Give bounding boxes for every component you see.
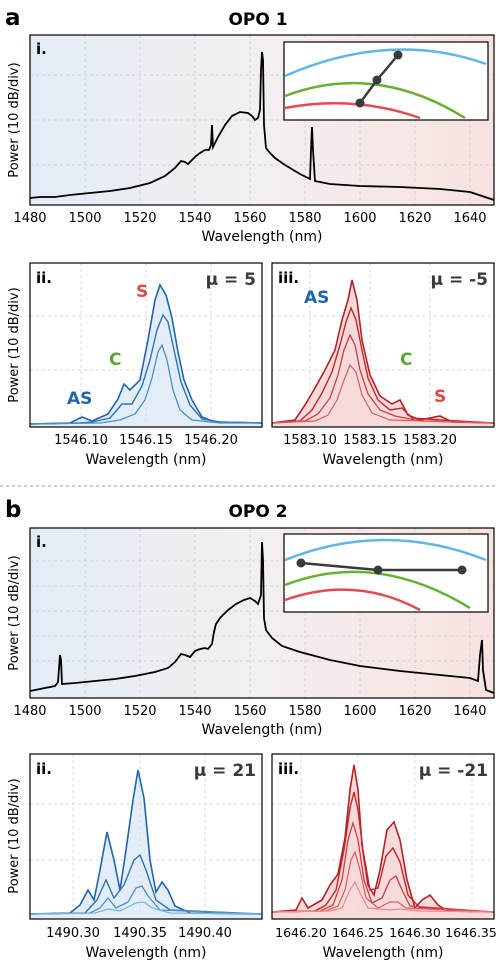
- a-iii-curve-1: [271, 279, 495, 424]
- a-ii-xtick-0: 1546.10: [54, 433, 108, 448]
- a-i-xtick-1: 1500: [68, 211, 101, 226]
- b-ii-mu: μ = 21: [194, 761, 256, 781]
- b-i-xtick-1: 1500: [68, 704, 101, 719]
- b-ii-ylabel: Power (10 dB/div): [7, 778, 22, 893]
- section-a-letter: a: [5, 5, 21, 31]
- a-iii-annot-s: S: [434, 387, 446, 407]
- b-iii-mu: μ = -21: [419, 761, 488, 781]
- b-iii-curve-1: [271, 764, 495, 913]
- b-i-xtick-3: 1540: [178, 704, 211, 719]
- a-i-xtick-8: 1640: [453, 211, 486, 226]
- panel-a-iii: iii. μ = -5 AS C S 1583.10 1583.15 1583.…: [271, 262, 495, 468]
- b-ii-xtick-1: 1490.35: [113, 926, 167, 941]
- b-iii-curve-4: [271, 850, 495, 913]
- b-ii-curve-3: [29, 885, 263, 915]
- panel-a-ii: ii. μ = 5 AS C S 1546.10 1546.15 1546.20…: [7, 262, 263, 468]
- b-iii-xlabel: Wavelength (nm): [323, 945, 444, 961]
- panel-a-i: i. 1480 1500 1520 1540 1560 1580 1600 16…: [7, 34, 495, 245]
- panel-a-i-frame: [29, 34, 495, 206]
- a-ii-curve-1: [29, 283, 263, 425]
- inset-b-blue-curve: [284, 538, 487, 562]
- section-b-title: OPO 2: [228, 502, 287, 522]
- panel-a-i-inset: [283, 41, 489, 121]
- a-ii-xlabel: Wavelength (nm): [86, 452, 207, 468]
- section-a-title: OPO 1: [228, 10, 287, 30]
- a-i-xtick-5: 1580: [288, 211, 321, 226]
- a-iii-curve-4: [271, 363, 495, 424]
- panel-b-ii: ii. μ = 21 1490.30 1490.35 1490.40 Wavel…: [7, 753, 263, 961]
- a-iii-xtick-1: 1583.15: [343, 433, 397, 448]
- a-i-xtick-2: 1520: [123, 211, 156, 226]
- b-iii-xtick-3: 1646.35: [445, 925, 497, 940]
- b-ii-label: ii.: [36, 760, 52, 778]
- a-i-xlabel: Wavelength (nm): [202, 229, 323, 245]
- b-ii-xtick-0: 1490.30: [46, 926, 100, 941]
- panel-b-i-spectrum: [29, 541, 495, 694]
- a-i-xtick-3: 1540: [178, 211, 211, 226]
- b-i-xtick-8: 1640: [453, 704, 486, 719]
- b-iii-label: iii.: [278, 760, 299, 778]
- a-ii-mu: μ = 5: [206, 270, 256, 290]
- panel-b-i: i. 1480 1500 1520 1540 1560 1580 1600 16…: [7, 527, 495, 738]
- b-ii-curve-4: [29, 901, 263, 915]
- b-iii-fill: [272, 765, 494, 919]
- b-iii-curve-3: [271, 820, 495, 913]
- a-iii-xtick-0: 1583.10: [283, 433, 337, 448]
- b-ii-curve-1: [29, 769, 263, 915]
- b-i-xtick-0: 1480: [13, 704, 46, 719]
- a-ii-annot-c: C: [109, 350, 121, 370]
- a-iii-annot-as: AS: [304, 288, 329, 308]
- a-iii-annot-c: C: [400, 350, 412, 370]
- section-b-letter: b: [5, 497, 21, 523]
- a-i-xtick-4: 1560: [233, 211, 266, 226]
- b-i-ylabel: Power (10 dB/div): [7, 555, 22, 670]
- b-iii-xtick-2: 1646.30: [389, 925, 441, 940]
- b-i-label: i.: [36, 533, 47, 551]
- b-iii-xtick-0: 1646.20: [275, 925, 327, 940]
- panel-a-i-xticks: 1480 1500 1520 1540 1560 1580 1600 1620 …: [13, 211, 486, 226]
- a-iii-xlabel: Wavelength (nm): [323, 452, 444, 468]
- b-iii-xtick-1: 1646.25: [332, 925, 384, 940]
- panel-b-iii: iii. μ = -21 1646.20 1646.25 1646.30 164…: [271, 753, 497, 961]
- a-iii-curve-3: [271, 333, 495, 424]
- a-i-xtick-0: 1480: [13, 211, 46, 226]
- panel-b-i-inset: [283, 533, 489, 613]
- a-ii-annot-as: AS: [67, 389, 92, 409]
- a-ii-curve-3: [29, 343, 262, 425]
- a-ii-annot-s: S: [136, 282, 148, 302]
- a-i-xtick-7: 1620: [398, 211, 431, 226]
- inset-a-red-curve: [284, 102, 421, 120]
- panel-a-i-label: i.: [36, 40, 47, 58]
- a-ii-xtick-2: 1546.20: [184, 433, 238, 448]
- a-iii-fill: [272, 280, 494, 427]
- b-ii-fill: [30, 770, 262, 919]
- b-i-xtick-2: 1520: [123, 704, 156, 719]
- inset-b-red-curve: [284, 588, 421, 612]
- b-iii-curve-5: [271, 880, 495, 913]
- b-i-xlabel: Wavelength (nm): [202, 722, 323, 738]
- a-ii-curve-2: [29, 313, 263, 425]
- b-ii-curve-2: [29, 853, 263, 915]
- b-i-xtick-5: 1580: [288, 704, 321, 719]
- a-ii-xtick-1: 1546.15: [119, 433, 173, 448]
- a-ii-ylabel: Power (10 dB/div): [7, 287, 22, 402]
- b-i-xtick-7: 1620: [398, 704, 431, 719]
- a-ii-label: ii.: [36, 269, 52, 287]
- a-iii-curve-2: [271, 306, 495, 424]
- a-iii-xtick-2: 1583.20: [403, 433, 457, 448]
- b-ii-xtick-2: 1490.40: [178, 926, 232, 941]
- inset-a-blue-curve: [284, 48, 487, 78]
- a-i-ylabel: Power (10 dB/div): [7, 62, 22, 177]
- a-iii-label: iii.: [278, 269, 299, 287]
- b-iii-curve-2: [271, 791, 495, 913]
- b-i-xtick-4: 1560: [233, 704, 266, 719]
- a-iii-mu: μ = -5: [431, 270, 488, 290]
- a-i-xtick-6: 1600: [343, 211, 376, 226]
- b-i-xtick-6: 1600: [343, 704, 376, 719]
- b-ii-xlabel: Wavelength (nm): [86, 945, 207, 961]
- a-ii-fill: [30, 285, 262, 427]
- panel-a-i-spectrum: [29, 51, 495, 201]
